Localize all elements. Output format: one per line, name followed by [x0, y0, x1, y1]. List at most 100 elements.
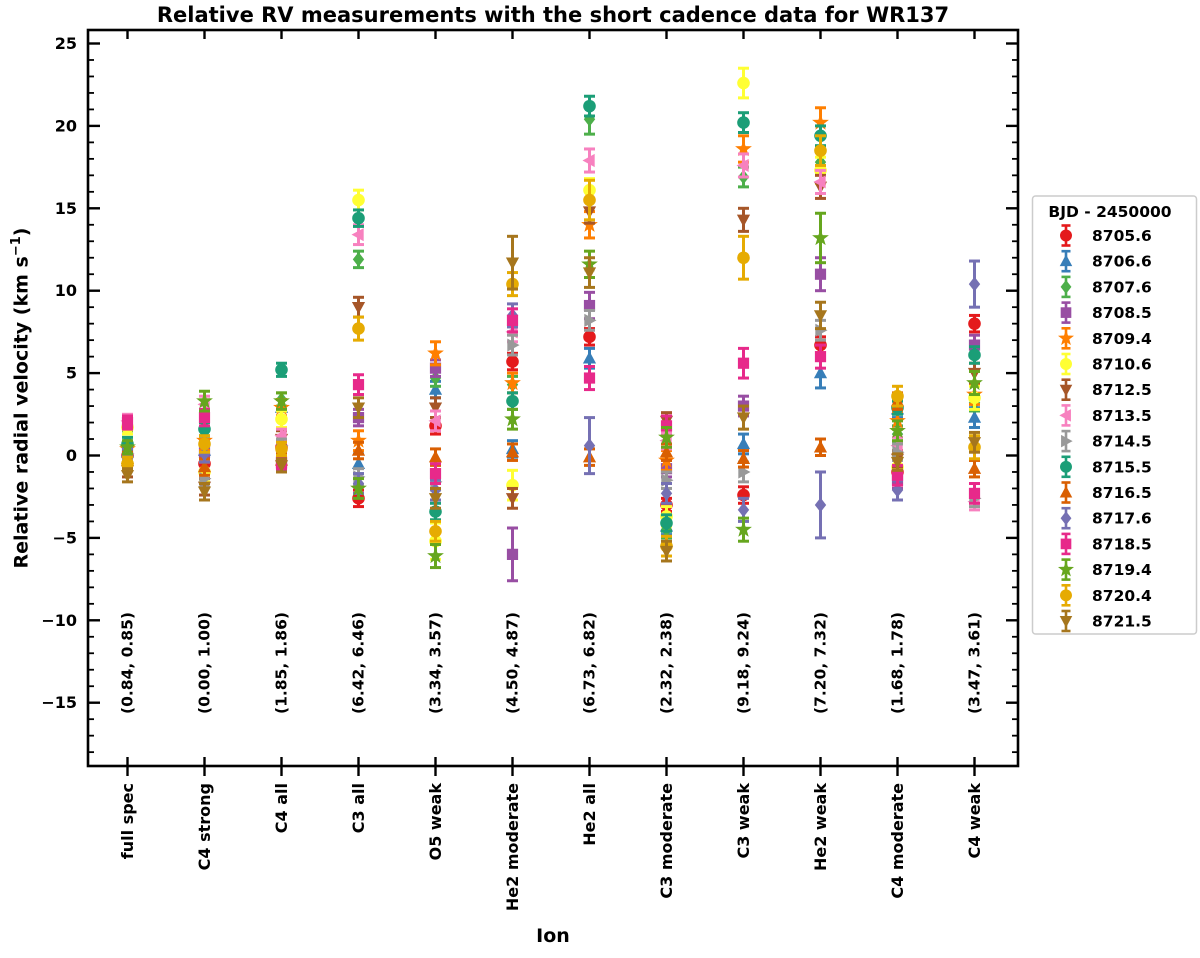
- marker-circle: [583, 330, 596, 344]
- legend-label: 8712.5: [1092, 381, 1152, 399]
- marker-circle: [352, 193, 365, 207]
- legend-entry-8716.5: 8716.5: [1059, 481, 1152, 504]
- legend-entry-8708.5: 8708.5: [1060, 301, 1152, 324]
- marker-diamond: [352, 252, 365, 267]
- x-axis: full spec C4 strong C4 all C3 all O5 weak He2…: [118, 30, 984, 911]
- x-tick-label: O5 weak: [426, 783, 445, 861]
- legend-entry-8715.5: 8715.5: [1060, 455, 1152, 479]
- annotation: (1.68, 1.78): [889, 612, 907, 714]
- data-series-8720.4: [121, 134, 981, 558]
- legend-entry-8718.5: 8718.5: [1060, 532, 1152, 556]
- x-tick-label: C4 strong: [195, 783, 214, 870]
- annotation: (3.34, 3.57): [427, 612, 445, 714]
- marker-triangle-up: [659, 445, 674, 458]
- legend-label: 8719.4: [1092, 561, 1152, 579]
- y-axis-label-sup: −1: [9, 236, 24, 257]
- marker-triangle-down: [428, 493, 443, 506]
- marker-triangle-down: [736, 214, 751, 227]
- marker-circle: [121, 457, 134, 471]
- legend-label: 8705.6: [1092, 227, 1152, 245]
- data-series-8705.6: [121, 313, 981, 514]
- annotation: (0.84, 0.85): [119, 612, 137, 714]
- marker-square: [1060, 538, 1072, 550]
- legend-label: 8721.5: [1092, 613, 1152, 631]
- marker-triangle-down: [351, 402, 366, 415]
- marker-triangle-right: [1061, 434, 1073, 448]
- marker-star: [427, 547, 444, 564]
- annotation: (3.47, 3.61): [966, 612, 984, 714]
- marker-triangle-left: [736, 158, 749, 173]
- legend-label: 8714.5: [1092, 433, 1152, 451]
- x-tick-label: C4 all: [272, 783, 291, 833]
- marker-triangle-up: [428, 382, 443, 395]
- marker-triangle-down: [505, 257, 520, 270]
- data-series-8708.5: [121, 256, 981, 583]
- marker-diamond: [968, 276, 981, 292]
- marker-circle: [583, 193, 596, 207]
- legend-label: 8715.5: [1092, 458, 1152, 476]
- marker-star: [427, 344, 444, 361]
- marker-square: [891, 469, 904, 481]
- legend-entry-8717.6: 8717.6: [1060, 506, 1152, 530]
- x-axis-label: Ion: [536, 925, 570, 947]
- marker-star: [1058, 329, 1074, 346]
- x-tick-label: He2 weak: [811, 783, 830, 871]
- marker-star: [735, 520, 752, 537]
- annotation: (1.85, 1.86): [273, 612, 291, 714]
- x-tick-label: He2 moderate: [503, 783, 522, 911]
- marker-triangle-down: [274, 460, 289, 473]
- marker-triangle-up: [967, 410, 982, 423]
- legend-entry-8709.4: 8709.4: [1058, 326, 1152, 350]
- marker-triangle-left: [428, 414, 441, 428]
- marker-triangle-up: [351, 443, 366, 456]
- y-axis-label: Relative radial velocity (km s−1): [9, 198, 35, 598]
- marker-triangle-down: [813, 310, 828, 323]
- marker-triangle-up: [197, 460, 212, 473]
- data-series-8712.5: [120, 173, 982, 510]
- marker-triangle-right: [815, 323, 828, 337]
- data-series-8721.5: [120, 234, 982, 563]
- x-tick-label: C3 all: [349, 783, 368, 833]
- legend-label: 8710.6: [1092, 356, 1152, 374]
- marker-triangle-down: [582, 267, 597, 280]
- legend-label: 8717.6: [1092, 510, 1152, 528]
- marker-circle: [1060, 358, 1072, 370]
- marker-triangle-down: [428, 402, 443, 415]
- marker-triangle-down: [197, 486, 212, 499]
- legend-entry-8712.5: 8712.5: [1059, 378, 1152, 402]
- marker-triangle-up: [582, 351, 597, 364]
- marker-diamond: [814, 497, 827, 513]
- legend-label: 8708.5: [1092, 304, 1152, 322]
- data-series-8717.6: [121, 259, 981, 540]
- data-series-8716.5: [120, 391, 982, 479]
- data-series-8713.5: [120, 147, 980, 512]
- x-tick-label: He2 all: [580, 783, 599, 846]
- marker-circle: [660, 498, 673, 512]
- annotation: (4.50, 4.87): [504, 612, 522, 714]
- marker-triangle-left: [582, 153, 595, 168]
- legend-entry-8713.5: 8713.5: [1059, 404, 1152, 427]
- legend-label: 8709.4: [1092, 330, 1152, 348]
- marker-square: [506, 314, 519, 326]
- axes: [86, 28, 1020, 768]
- marker-circle: [198, 437, 211, 451]
- marker-triangle-up: [351, 456, 366, 469]
- marker-circle: [968, 317, 981, 330]
- marker-square: [968, 487, 981, 500]
- marker-triangle-down: [736, 412, 751, 425]
- marker-star: [966, 374, 983, 391]
- legend-label: 8720.4: [1092, 587, 1152, 605]
- marker-circle: [891, 389, 904, 403]
- marker-star: [1058, 561, 1074, 577]
- marker-diamond: [198, 446, 211, 462]
- legend-entry-8710.6: 8710.6: [1060, 352, 1152, 376]
- marker-circle: [1060, 229, 1072, 242]
- marker-triangle-right: [892, 445, 905, 459]
- marker-diamond: [1060, 279, 1072, 294]
- marker-triangle-left: [1059, 409, 1071, 422]
- marker-star: [273, 392, 290, 409]
- marker-triangle-down: [1059, 384, 1073, 397]
- marker-square: [814, 351, 827, 363]
